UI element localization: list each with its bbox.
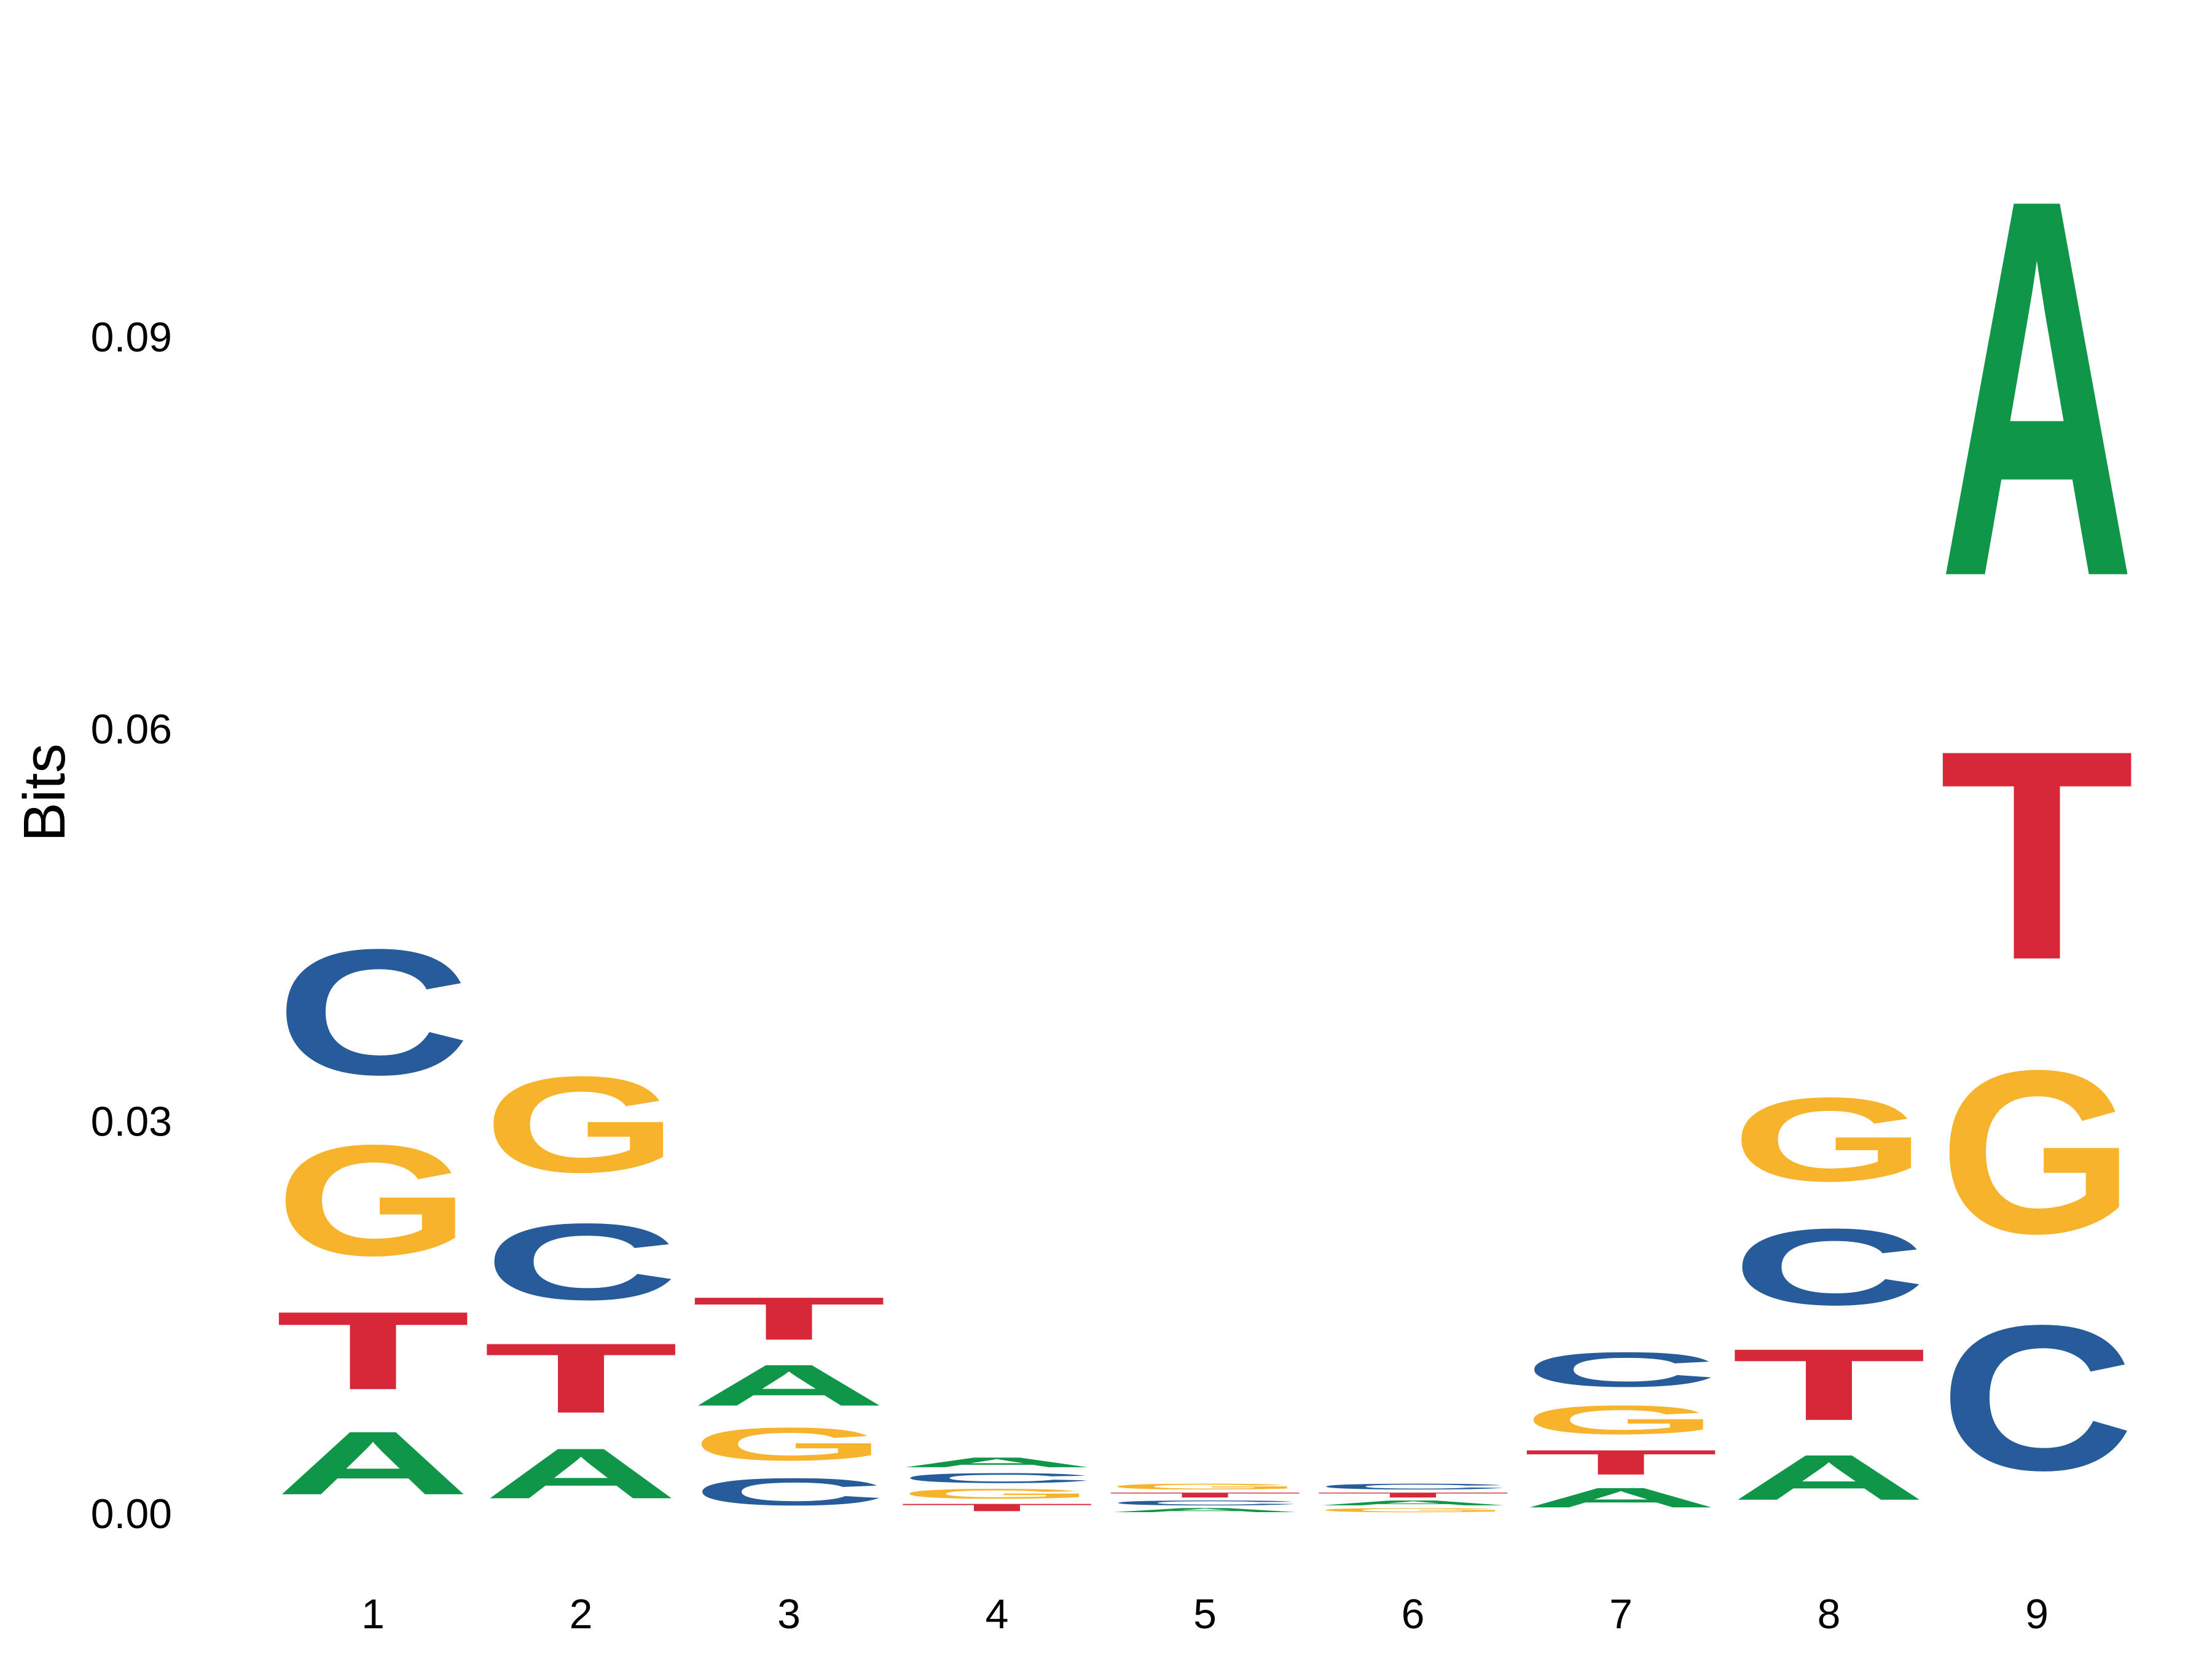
logo-letter-c: C [275, 912, 471, 1113]
logo-letter-a: A [1732, 1441, 1927, 1513]
logo-letter-a: A [900, 1454, 1095, 1470]
logo-letter-g: G [1523, 1397, 1719, 1443]
logo-letter-g: G [1939, 1022, 2135, 1282]
y-tick-label: 0.09 [91, 314, 172, 361]
logo-letter-t: T [275, 1288, 471, 1413]
logo-letter-g: G [1107, 1482, 1303, 1491]
logo-letter-t: T [1939, 688, 2135, 1022]
logo-letter-c: C [1939, 1282, 2135, 1514]
x-tick-label: 8 [1818, 1591, 1841, 1637]
logo-letter-t: T [1107, 1491, 1303, 1499]
logo-letter-a: A [1316, 1499, 1511, 1507]
logo-letter-c: C [1316, 1482, 1511, 1491]
logo-letter-t: T [900, 1502, 1095, 1513]
x-tick-label: 1 [361, 1591, 385, 1637]
logo-letter-c: C [1107, 1499, 1303, 1507]
logo-letter-g: G [691, 1418, 887, 1470]
logo-letter-c: C [900, 1470, 1095, 1486]
y-tick-label: 0.06 [91, 706, 172, 753]
logo-letter-t: T [1732, 1328, 1927, 1441]
x-tick-label: 9 [2025, 1591, 2049, 1637]
x-tick-label: 6 [1402, 1591, 1425, 1637]
x-axis-tick-labels: 1 2 3 4 5 6 7 8 9 [361, 1591, 2049, 1637]
logo-letter-c: C [484, 1201, 679, 1323]
logo-letter-t: T [484, 1322, 679, 1433]
logo-letter-t: T [691, 1285, 887, 1353]
logo-letter-a: A [1523, 1482, 1719, 1513]
logo-letter-g: G [1732, 1073, 1927, 1206]
logo-letter-g: G [900, 1486, 1095, 1502]
y-tick-label: 0.00 [91, 1491, 172, 1537]
logo-letter-g: G [484, 1048, 679, 1201]
x-tick-label: 2 [570, 1591, 593, 1637]
x-tick-label: 4 [986, 1591, 1009, 1637]
logo-letter-t: T [1523, 1443, 1719, 1482]
logo-letter-a: A [1939, 87, 2135, 688]
logo-letter-a: A [1107, 1507, 1303, 1513]
logo-letter-a: A [484, 1433, 679, 1513]
y-tick-label: 0.03 [91, 1099, 172, 1145]
x-tick-label: 3 [777, 1591, 801, 1637]
logo-letter-g: G [1316, 1507, 1511, 1513]
y-axis-tick-labels: 0.00 0.03 0.06 0.09 [91, 314, 172, 1537]
y-axis-title: Bits [12, 743, 77, 842]
logo-letter-a: A [275, 1413, 471, 1513]
logo-letter-c: C [1732, 1206, 1927, 1328]
logo-letter-a: A [691, 1352, 887, 1418]
x-tick-label: 5 [1193, 1591, 1217, 1637]
logo-letter-c: C [691, 1470, 887, 1513]
x-tick-label: 7 [1609, 1591, 1633, 1637]
logo-letter-c: C [1523, 1343, 1719, 1397]
logo-letter-g: G [275, 1113, 471, 1289]
logo-letter-t: T [1316, 1491, 1511, 1499]
